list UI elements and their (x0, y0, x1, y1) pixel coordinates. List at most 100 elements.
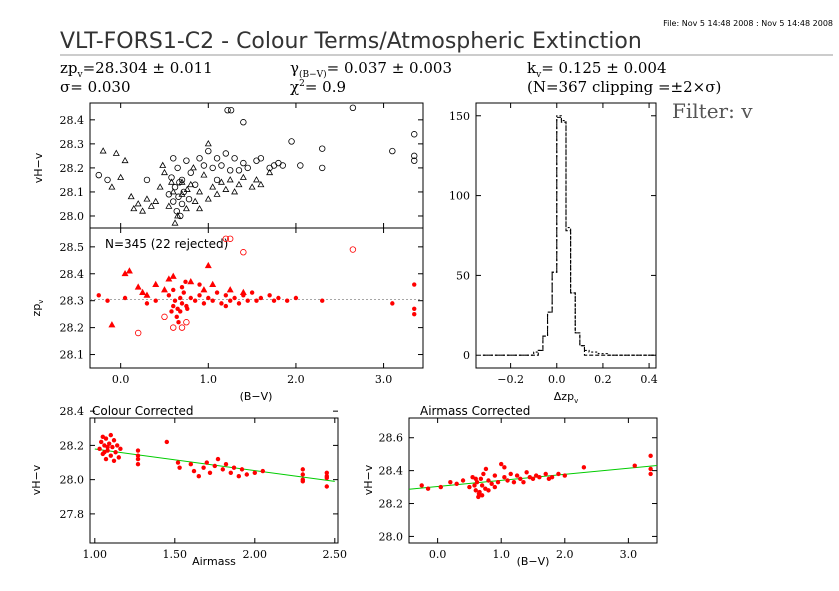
airmass-corrected-x-label: (B−V) (517, 555, 550, 568)
data-point-dot (103, 456, 109, 462)
data-point-circle (95, 171, 102, 179)
data-point-dot (324, 484, 329, 489)
data-point-dot (100, 434, 106, 440)
data-point-circle (240, 249, 247, 256)
data-point-dot (260, 468, 265, 474)
data-point-dot (489, 481, 494, 486)
data-point-dot (632, 463, 637, 468)
data-point-circle (227, 107, 235, 114)
data-point-triangle (235, 180, 243, 188)
data-point-triangle (191, 197, 199, 204)
data-point-triangle (165, 202, 173, 209)
data-point-dot (99, 439, 104, 445)
data-point-triangle (161, 286, 168, 293)
data-point-dot (454, 481, 459, 486)
data-point-dot (425, 486, 431, 491)
data-point-triangle (108, 183, 116, 190)
data-point-triangle (257, 180, 265, 188)
data-point-dot (502, 475, 507, 480)
raw-zeropoint-panel: vH−v 28.0 28.1 28.2 28.3 28.4 (32, 102, 424, 229)
x-tick-label: 2.50 (323, 548, 348, 561)
data-point-triangle (152, 197, 160, 204)
data-point-circle (205, 147, 212, 155)
data-point-dot (135, 456, 141, 462)
data-point-dot (562, 473, 567, 478)
data-point-triangle (196, 204, 204, 212)
data-point-circle (240, 159, 247, 167)
data-point-triangle (168, 178, 175, 185)
data-point-dot (236, 474, 241, 479)
data-point-dot (486, 488, 491, 493)
y-tick-label: 28.2 (60, 439, 85, 452)
data-point-triangle (266, 168, 274, 176)
data-point-dot (215, 456, 221, 462)
figure-title: VLT-FORS1-C2 - Colour Terms/Atmospheric … (60, 29, 642, 54)
data-point-circle (168, 174, 175, 181)
file-stamp: File: Nov 5 14:48 2008 : Nov 5 14:48 200… (663, 19, 833, 28)
data-point-dot (648, 471, 653, 477)
data-point-circle (244, 164, 251, 172)
data-point-dot (495, 479, 501, 485)
data-point-dot (293, 295, 299, 301)
data-point-dot (110, 444, 115, 450)
colour-terms-y-label: zpv (30, 300, 45, 317)
data-point-triangle (169, 188, 177, 195)
colour-corrected-x-label: Airmass (192, 555, 236, 568)
data-point-triangle (196, 188, 204, 195)
data-point-dot (324, 470, 329, 475)
data-point-triangle (209, 183, 217, 190)
data-point-triangle (226, 176, 234, 183)
data-point-dot (197, 293, 202, 298)
data-point-dot (178, 309, 183, 314)
y-tick-label: 28.2 (60, 162, 85, 175)
colour-terms-panel: N=345 (22 rejected) zpv (B−V) 28.1 28.2 28… (30, 227, 424, 403)
data-point-dot (473, 476, 478, 482)
data-point-dot (197, 282, 202, 287)
data-point-triangle (248, 183, 256, 190)
data-point-dot (271, 298, 277, 303)
data-point-dot (252, 470, 257, 475)
data-point-circle (209, 164, 216, 172)
data-point-triangle (125, 267, 133, 274)
data-point-circle (178, 324, 186, 331)
x-tick-label: 2.0 (556, 548, 574, 561)
data-point-dot (115, 443, 120, 448)
data-point-dot (232, 295, 237, 301)
data-point-triangle (139, 207, 147, 214)
y-tick-label: 28.0 (60, 210, 85, 223)
y-tick-label: 100 (449, 190, 470, 203)
data-point-dot (122, 295, 128, 301)
data-point-dot (176, 320, 181, 325)
y-tick-label: 28.0 (379, 530, 404, 543)
data-point-triangle (200, 286, 208, 293)
data-point-dot (412, 306, 417, 311)
data-point-dot (183, 279, 188, 285)
data-point-triangle (178, 190, 186, 197)
airmass-corrected-panel: Airmass Corrected vH−v (B−V) 28.0 28.2 28.… (362, 404, 658, 568)
data-point-dot (508, 471, 513, 477)
data-point-dot (207, 470, 213, 475)
y-tick-label: 28.3 (60, 295, 85, 308)
data-point-triangle (134, 283, 142, 290)
data-point-circle (196, 155, 203, 162)
colour-terms-annotation: N=345 (22 rejected) (105, 237, 228, 251)
data-point-dot (524, 470, 529, 475)
data-point-dot (164, 439, 169, 445)
data-point-dot (486, 478, 491, 483)
histogram-clipped-stars (482, 116, 656, 356)
data-point-dot (514, 473, 520, 478)
y-tick-label: 28.4 (60, 114, 85, 127)
data-point-triangle (204, 195, 212, 202)
data-point-dot (212, 463, 217, 469)
data-point-circle (213, 155, 221, 162)
data-point-dot (479, 493, 485, 498)
data-point-circle (170, 198, 177, 205)
data-point-triangle (231, 188, 239, 195)
data-point-circle (257, 155, 265, 162)
data-point-dot (201, 465, 206, 470)
data-point-dot (191, 468, 197, 474)
data-point-circle (349, 104, 357, 112)
data-point-circle (297, 162, 304, 169)
data-point-dot (179, 301, 185, 306)
data-point-dot (153, 298, 158, 303)
